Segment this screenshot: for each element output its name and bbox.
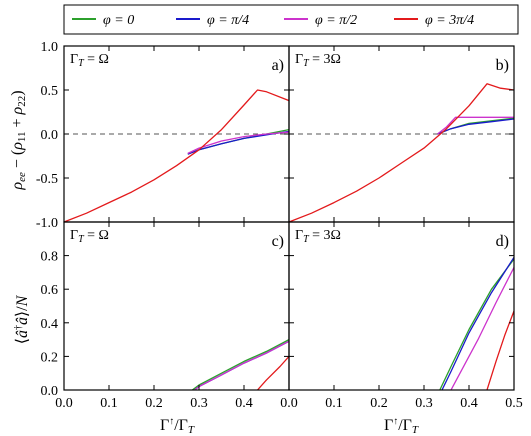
series-line-1 bbox=[441, 256, 514, 390]
legend-label-0: φ = 0 bbox=[103, 13, 134, 28]
legend-label-1: φ = π/4 bbox=[207, 13, 249, 28]
series-line-2 bbox=[450, 267, 514, 390]
x-tick-label: 0.5 bbox=[505, 396, 523, 411]
panel-annotation: ΓT = Ω bbox=[70, 228, 109, 245]
panel-label: a) bbox=[272, 57, 284, 74]
x-tick-label: 0.2 bbox=[145, 396, 163, 411]
legend-item-0: φ = 0 bbox=[72, 13, 134, 28]
panel-annotation: ΓT = Ω bbox=[70, 52, 109, 69]
panel-label: d) bbox=[496, 233, 509, 250]
series-line-2 bbox=[194, 340, 289, 390]
panel-a: -1.0 -0.5 0.0 0.5 1.0 ΓT = Ω a) bbox=[36, 40, 290, 231]
legend-item-1: φ = π/4 bbox=[176, 13, 249, 28]
y-tick-label: 0.0 bbox=[41, 384, 59, 399]
panel-d: 0.0 0.1 0.2 0.3 0.4 0.5 ΓT = 3Ω d) bbox=[280, 221, 523, 411]
y-tick-label: 0.2 bbox=[41, 350, 59, 365]
x-tick-label: 0.4 bbox=[460, 396, 478, 411]
series-group bbox=[289, 83, 514, 222]
y-tick-label: 0.5 bbox=[41, 84, 59, 99]
legend-label-2: φ = π/2 bbox=[315, 13, 357, 28]
plot-frame bbox=[288, 221, 515, 391]
x-tick-label: 0.2 bbox=[370, 396, 388, 411]
series-line-3 bbox=[64, 89, 289, 222]
series-line-1 bbox=[437, 118, 514, 135]
series-group bbox=[191, 339, 289, 390]
y-tick-label: 0.6 bbox=[41, 283, 59, 298]
x-tick-label: 0.3 bbox=[415, 396, 433, 411]
y-tick-label: 0.0 bbox=[41, 128, 59, 143]
panel-label: b) bbox=[496, 57, 509, 74]
series-group bbox=[64, 89, 289, 222]
plot-frame bbox=[63, 221, 290, 391]
panel-c: 0.0 0.2 0.4 0.6 0.8 0.0 0.1 0.2 0.3 0.4 ΓT = Ω c) bbox=[41, 221, 290, 411]
x-axis-label-right: Γ↑/ΓT bbox=[384, 416, 419, 436]
legend-item-3: φ = 3π/4 bbox=[394, 13, 474, 28]
series-line-3 bbox=[257, 355, 289, 390]
panel-annotation: ΓT = 3Ω bbox=[295, 228, 341, 245]
x-tick-label: 0.4 bbox=[235, 396, 253, 411]
y-axis-label-top: ρee − (ρ11 + ρ22) bbox=[9, 90, 28, 190]
x-tick-label: 0.3 bbox=[190, 396, 208, 411]
x-tick-label: 0.0 bbox=[280, 396, 298, 411]
y-tick-label: 1.0 bbox=[41, 40, 59, 55]
series-line-2 bbox=[187, 131, 289, 154]
series-line-0 bbox=[439, 258, 514, 390]
series-group bbox=[439, 256, 514, 390]
y-tick-label: 0.4 bbox=[41, 317, 59, 332]
legend: φ = 0 φ = π/4 φ = π/2 φ = 3π/4 bbox=[63, 4, 519, 35]
panel-label: c) bbox=[272, 233, 284, 250]
x-tick-label: 0.1 bbox=[325, 396, 343, 411]
x-axis-label-left: Γ↑/ΓT bbox=[160, 416, 195, 436]
legend-label-3: φ = 3π/4 bbox=[425, 13, 474, 28]
series-line-1 bbox=[187, 130, 289, 155]
y-tick-label: -1.0 bbox=[36, 216, 58, 231]
legend-item-2: φ = π/2 bbox=[284, 13, 357, 28]
x-tick-label: 0.0 bbox=[55, 396, 73, 411]
panel-annotation: ΓT = 3Ω bbox=[295, 52, 341, 69]
series-line-2 bbox=[437, 116, 514, 135]
x-tick-label: 0.1 bbox=[100, 396, 118, 411]
series-line-0 bbox=[191, 339, 289, 390]
panel-b: ΓT = 3Ω b) bbox=[288, 45, 515, 223]
y-axis-label-bottom: ⟨â†â⟩/N bbox=[13, 294, 31, 344]
series-line-3 bbox=[289, 83, 514, 222]
y-tick-label: -0.5 bbox=[36, 172, 58, 187]
y-tick-label: 0.8 bbox=[41, 250, 59, 265]
